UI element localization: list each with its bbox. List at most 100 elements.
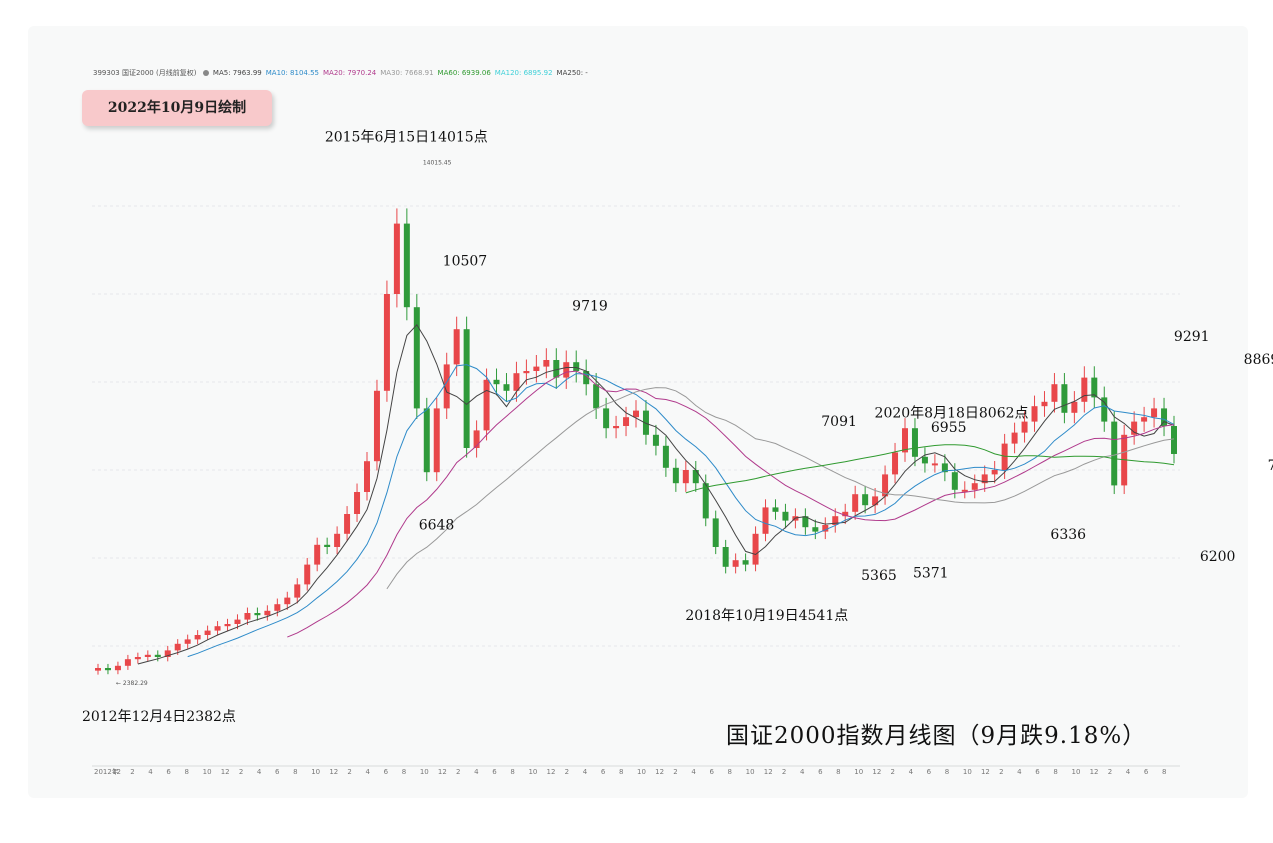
candle-body bbox=[971, 483, 978, 490]
annotation-label: 6648 bbox=[419, 517, 455, 533]
annotation-label: 2020年8月18日8062点 bbox=[875, 405, 1029, 421]
candle-body bbox=[782, 511, 789, 521]
x-tick-label: 2 bbox=[565, 768, 569, 776]
annotation-label: 7364 bbox=[1268, 458, 1273, 474]
x-tick-label: 4 bbox=[148, 768, 153, 776]
annotation-label: 2018年10月19日4541点 bbox=[685, 608, 848, 624]
x-tick-label: 6 bbox=[601, 768, 606, 776]
settings-icon[interactable] bbox=[202, 70, 209, 76]
candle-body bbox=[154, 654, 161, 657]
candle-body bbox=[672, 467, 679, 484]
candle-body bbox=[403, 223, 410, 308]
candle-body bbox=[114, 665, 121, 671]
x-tick-label: 12 bbox=[981, 768, 990, 776]
x-tick-label: 8 bbox=[836, 768, 840, 776]
x-tick-label: 10 bbox=[637, 768, 646, 776]
candle-body bbox=[812, 527, 819, 532]
candle-body bbox=[1151, 408, 1158, 418]
x-tick-label: 2 bbox=[130, 768, 134, 776]
candle-body bbox=[95, 668, 101, 671]
candle-body bbox=[563, 362, 570, 378]
x-tick-label: 8 bbox=[293, 768, 297, 776]
x-tick-label: 12 bbox=[547, 768, 556, 776]
candle-body bbox=[274, 604, 281, 611]
candle-body bbox=[244, 613, 251, 620]
x-tick-label: 4 bbox=[691, 768, 696, 776]
x-tick-label: 8 bbox=[185, 768, 189, 776]
candle-body bbox=[682, 470, 689, 484]
x-tick-label: 4 bbox=[583, 768, 588, 776]
x-tick-label: 2 bbox=[239, 768, 243, 776]
x-tick-label: 8 bbox=[728, 768, 732, 776]
candle-body bbox=[951, 472, 958, 490]
candle-body bbox=[174, 643, 181, 651]
candle-body bbox=[961, 489, 968, 492]
candle-body bbox=[1071, 401, 1078, 413]
candle-body bbox=[642, 410, 649, 435]
candle-body bbox=[264, 610, 271, 616]
ma30-line bbox=[386, 387, 1175, 590]
candle-body bbox=[194, 635, 201, 640]
x-tick-label: 6 bbox=[1035, 768, 1040, 776]
candle-body bbox=[473, 430, 480, 448]
candle-body bbox=[892, 452, 899, 475]
candle-body bbox=[603, 408, 610, 429]
x-tick-label: 6 bbox=[492, 768, 497, 776]
annotation-label: 5365 bbox=[861, 568, 897, 584]
annotation-label: 10507 bbox=[443, 254, 488, 270]
annotation-label: 5371 bbox=[913, 566, 949, 582]
candle-body bbox=[373, 390, 380, 462]
ma60-line bbox=[685, 444, 1175, 494]
x-tick-label: 8 bbox=[510, 768, 514, 776]
x-tick-label: 12 bbox=[329, 768, 338, 776]
candle-body bbox=[902, 428, 908, 453]
candle-body bbox=[383, 294, 390, 391]
candle-body bbox=[593, 384, 600, 409]
candle-body bbox=[1091, 377, 1098, 398]
ma-legend-item: MA120: 6895.92 bbox=[494, 69, 553, 77]
candle-body bbox=[652, 434, 659, 446]
candle-body bbox=[533, 366, 540, 371]
candle-body bbox=[393, 223, 400, 294]
x-tick-label: 12 bbox=[655, 768, 664, 776]
candle-body bbox=[523, 371, 530, 374]
candle-body bbox=[104, 668, 111, 671]
candle-body bbox=[1031, 406, 1038, 422]
x-tick-label: 12 bbox=[764, 768, 773, 776]
candle-body bbox=[453, 329, 460, 365]
candle-body bbox=[692, 470, 699, 484]
x-tick-label: 6 bbox=[275, 768, 280, 776]
ma5-line bbox=[137, 323, 1175, 665]
x-tick-label: 2 bbox=[1108, 768, 1112, 776]
ma-legend-item: MA5: 7963.99 bbox=[212, 69, 262, 77]
x-tick-label: 4 bbox=[909, 768, 914, 776]
x-tick-label: 2 bbox=[347, 768, 351, 776]
candle-body bbox=[573, 362, 580, 371]
ma20-line bbox=[287, 370, 1175, 638]
x-tick-label: 6 bbox=[818, 768, 823, 776]
candle-body bbox=[513, 373, 520, 391]
candle-body bbox=[483, 379, 490, 431]
annotation-label: 2015年6月15日14015点 bbox=[325, 129, 488, 145]
candle-body bbox=[762, 507, 769, 534]
x-tick-label: 10 bbox=[854, 768, 863, 776]
x-tick-label: 4 bbox=[1017, 768, 1022, 776]
x-tick-label: 4 bbox=[474, 768, 479, 776]
candle-body bbox=[204, 630, 211, 635]
x-tick-label: 12 bbox=[221, 768, 230, 776]
x-tick-label: 4 bbox=[257, 768, 262, 776]
x-tick-label: 2 bbox=[890, 768, 894, 776]
candle-body bbox=[722, 547, 729, 567]
x-tick-label: 10 bbox=[203, 768, 212, 776]
candle-body bbox=[503, 384, 510, 391]
candle-body bbox=[842, 511, 849, 517]
candle-body bbox=[1131, 421, 1138, 435]
candle-body bbox=[1021, 421, 1028, 433]
x-tick-label: 6 bbox=[1144, 768, 1149, 776]
annotation-label: 6336 bbox=[1050, 527, 1086, 543]
candle-body bbox=[1161, 408, 1168, 426]
candle-body bbox=[702, 483, 709, 519]
candle-body bbox=[662, 445, 669, 468]
candle-body bbox=[334, 533, 341, 547]
candle-body bbox=[304, 564, 311, 585]
